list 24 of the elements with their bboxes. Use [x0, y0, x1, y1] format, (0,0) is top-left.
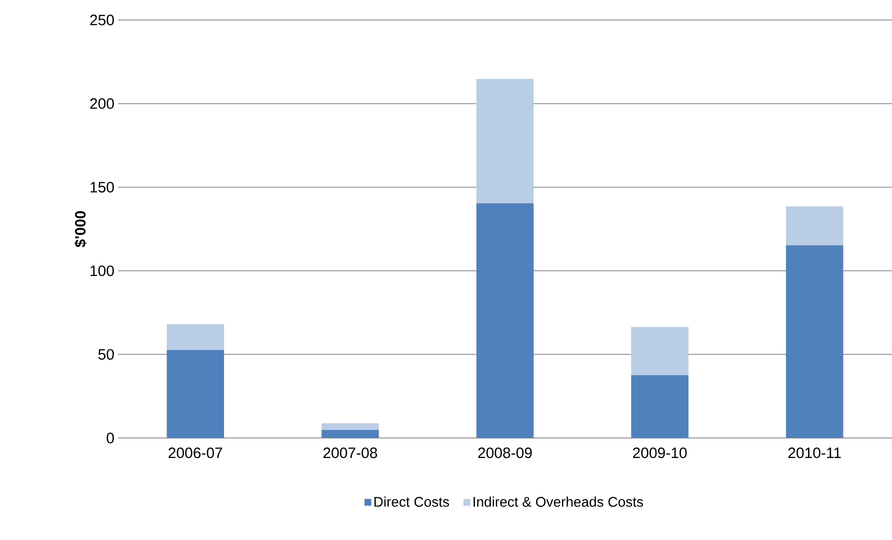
x-tick-label: 2008-09 — [478, 448, 532, 458]
legend-label: Direct Costs — [374, 496, 449, 507]
bar — [786, 206, 844, 246]
y-tick-label: 150 — [90, 182, 114, 192]
x-tick-label: 2009-10 — [633, 448, 687, 458]
bar — [786, 245, 844, 438]
y-tick-label: 100 — [90, 265, 114, 276]
legend-label: Indirect & Overheads Costs — [474, 496, 644, 507]
bar — [322, 430, 379, 438]
bar — [476, 78, 534, 204]
bar — [631, 326, 688, 376]
y-tick-label: 200 — [90, 98, 114, 109]
bar — [322, 423, 379, 430]
y-tick-label: 50 — [98, 349, 114, 360]
x-tick-label: 2010-11 — [788, 448, 841, 458]
y-axis-title: $'000 — [74, 211, 87, 248]
bar — [476, 203, 534, 438]
bar — [166, 324, 224, 350]
x-tick-label: 2007-08 — [323, 448, 378, 458]
x-tick-label: 2006-07 — [168, 448, 222, 458]
y-tick-label: 250 — [90, 14, 114, 26]
bar — [166, 350, 224, 438]
y-tick-label: 0 — [106, 432, 114, 444]
bar — [631, 375, 688, 438]
